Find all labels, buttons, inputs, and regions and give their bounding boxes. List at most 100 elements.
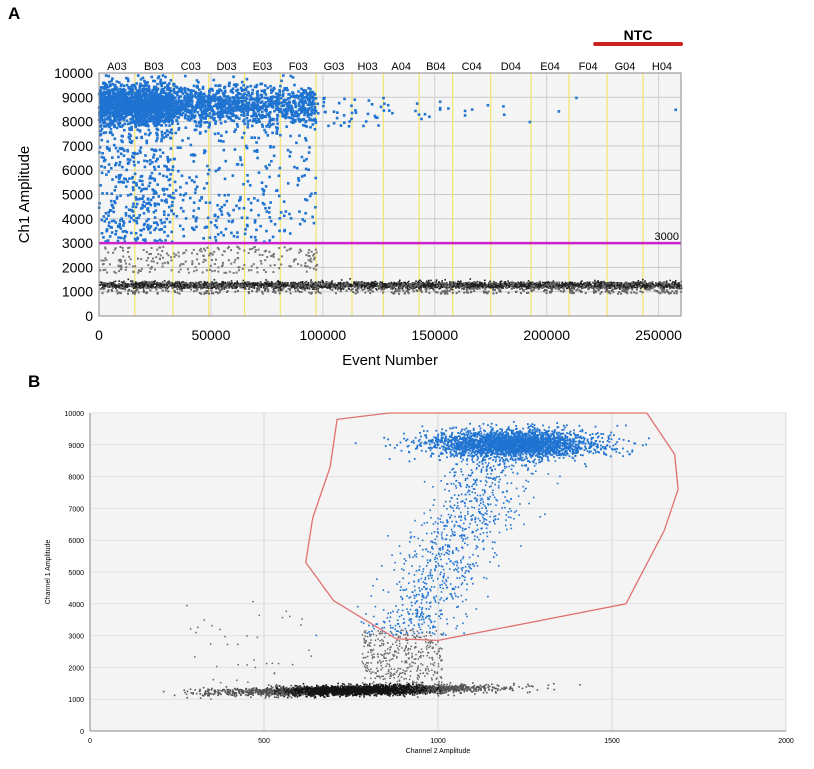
negative-droplet: [101, 287, 103, 289]
negative-droplet: [284, 282, 286, 284]
negative-droplet: [641, 281, 644, 284]
panel-label-a: A: [8, 4, 21, 23]
positive-droplet: [104, 111, 107, 114]
negative-droplet: [263, 285, 266, 288]
negative-droplet: [285, 290, 288, 293]
negative-droplet: [260, 286, 262, 289]
negative-droplet: [607, 291, 610, 294]
negative-droplet: [566, 285, 569, 288]
negative-droplet: [394, 283, 397, 285]
positive-droplet: [103, 121, 107, 125]
negative-droplet: [443, 292, 446, 295]
negative-droplet: [153, 280, 155, 283]
negative-droplet: [353, 284, 356, 287]
negative-droplet: [554, 286, 557, 289]
positive-droplet: [132, 188, 135, 192]
negative-droplet: [143, 289, 145, 291]
negative-droplet: [296, 288, 299, 291]
negative-droplet: [636, 284, 639, 286]
positive-droplet: [125, 99, 129, 102]
rain-droplet: [204, 259, 207, 262]
negative-droplet: [132, 287, 135, 290]
negative-droplet: [472, 283, 474, 286]
negative-droplet: [441, 285, 444, 288]
negative-droplet: [239, 286, 242, 289]
negative-droplet: [489, 283, 492, 286]
negative-droplet: [432, 282, 434, 284]
negative-droplet: [164, 286, 166, 289]
positive-droplet: [114, 185, 118, 189]
negative-droplet: [340, 285, 342, 288]
negative-droplet: [438, 283, 441, 286]
negative-droplet: [278, 287, 281, 289]
negative-droplet: [274, 286, 277, 288]
negative-droplet: [355, 284, 357, 286]
negative-droplet: [502, 287, 504, 289]
rain-droplet: [230, 262, 233, 265]
negative-droplet: [483, 285, 486, 288]
negative-droplet: [358, 285, 361, 288]
negative-droplet: [404, 281, 406, 284]
negative-droplet: [558, 281, 561, 284]
negative-droplet: [517, 286, 520, 288]
negative-droplet: [443, 282, 446, 285]
negative-droplet: [528, 287, 530, 290]
negative-droplet: [660, 282, 663, 285]
rain-droplet: [137, 271, 140, 274]
rain-droplet: [157, 253, 160, 256]
negative-droplet: [218, 283, 221, 286]
positive-droplet: [99, 104, 102, 108]
negative-droplet: [185, 286, 188, 289]
rain-droplet: [158, 257, 161, 260]
negative-droplet: [197, 284, 200, 287]
rain-droplet: [221, 264, 224, 267]
negative-droplet: [608, 284, 611, 287]
negative-droplet: [304, 283, 307, 286]
negative-droplet: [399, 279, 401, 282]
positive-droplet: [103, 108, 107, 112]
negative-droplet: [316, 284, 319, 286]
negative-droplet: [575, 289, 578, 292]
rain-droplet: [217, 266, 220, 269]
negative-droplet: [346, 284, 349, 287]
negative-droplet: [300, 290, 303, 293]
negative-droplet: [568, 288, 571, 290]
negative-droplet: [111, 282, 113, 284]
positive-droplet: [133, 115, 136, 119]
negative-droplet: [342, 286, 345, 289]
negative-droplet: [559, 286, 562, 289]
negative-droplet: [203, 291, 206, 294]
negative-droplet: [582, 286, 585, 289]
rain-droplet: [314, 248, 317, 251]
negative-droplet: [230, 283, 233, 285]
negative-droplet: [505, 284, 508, 287]
rain-droplet: [119, 260, 122, 263]
negative-droplet: [171, 282, 174, 284]
rain-droplet: [289, 265, 292, 268]
negative-droplet: [563, 289, 566, 292]
negative-droplet: [434, 291, 437, 294]
rain-droplet: [182, 252, 185, 255]
rain-droplet: [211, 270, 214, 273]
positive-droplet: [104, 82, 107, 86]
rain-droplet: [237, 257, 240, 260]
rain-droplet: [217, 270, 220, 273]
negative-droplet: [515, 290, 518, 293]
negative-droplet: [461, 284, 463, 286]
rain-droplet: [258, 253, 261, 256]
positive-droplet: [128, 110, 132, 114]
negative-droplet: [353, 286, 356, 289]
negative-droplet: [301, 286, 304, 288]
rain-droplet: [148, 270, 151, 273]
positive-droplet: [111, 77, 114, 80]
negative-droplet: [440, 286, 442, 288]
negative-droplet: [510, 287, 513, 290]
negative-droplet: [530, 288, 533, 291]
negative-droplet: [316, 289, 319, 292]
negative-droplet: [408, 288, 411, 291]
negative-droplet: [471, 287, 474, 290]
rain-droplet: [252, 246, 255, 249]
negative-droplet: [510, 281, 513, 284]
negative-droplet: [372, 285, 375, 287]
negative-droplet: [479, 283, 482, 286]
